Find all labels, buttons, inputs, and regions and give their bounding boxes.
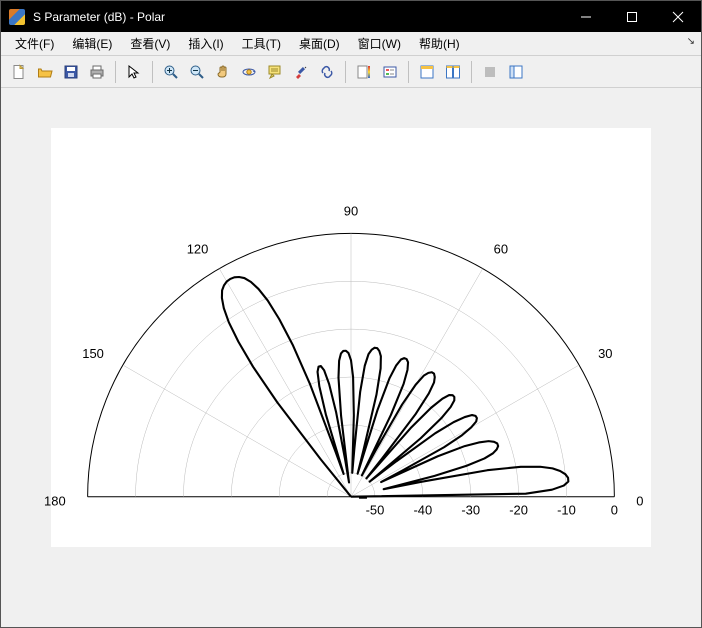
colorbar-button[interactable]	[352, 60, 376, 84]
svg-text:-30: -30	[461, 503, 480, 518]
menu-desktop[interactable]: 桌面(D)	[291, 33, 348, 54]
zoom-in-button[interactable]	[159, 60, 183, 84]
datatip-button[interactable]	[263, 60, 287, 84]
svg-text:-20: -20	[509, 503, 528, 518]
menu-tools[interactable]: 工具(T)	[234, 33, 289, 54]
toolbar	[1, 56, 701, 88]
toolbar-separator	[115, 61, 116, 83]
pan-button[interactable]	[211, 60, 235, 84]
svg-text:180: 180	[44, 494, 66, 509]
link-button[interactable]	[315, 60, 339, 84]
hide-tools-button[interactable]	[478, 60, 502, 84]
toolbar-separator	[152, 61, 153, 83]
svg-text:30: 30	[598, 346, 612, 361]
close-button[interactable]	[655, 1, 701, 32]
save-button[interactable]	[59, 60, 83, 84]
new-button[interactable]	[7, 60, 31, 84]
menu-edit[interactable]: 编辑(E)	[64, 33, 120, 54]
menubar: 文件(F) 编辑(E) 查看(V) 插入(I) 工具(T) 桌面(D) 窗口(W…	[1, 32, 701, 56]
pointer-button[interactable]	[122, 60, 146, 84]
open-button[interactable]	[33, 60, 57, 84]
polar-axes[interactable]: 0306090120150180-50-40-30-20-100	[51, 128, 651, 547]
svg-text:150: 150	[82, 346, 104, 361]
menu-view[interactable]: 查看(V)	[122, 33, 178, 54]
rotate3d-button[interactable]	[237, 60, 261, 84]
svg-text:-40: -40	[413, 503, 432, 518]
menu-help[interactable]: 帮助(H)	[411, 33, 468, 54]
toolbar-separator	[408, 61, 409, 83]
svg-text:90: 90	[344, 203, 358, 218]
minimize-button[interactable]	[563, 1, 609, 32]
svg-text:-10: -10	[557, 503, 576, 518]
menu-window[interactable]: 窗口(W)	[350, 33, 409, 54]
zoom-out-button[interactable]	[185, 60, 209, 84]
svg-text:120: 120	[187, 242, 209, 257]
figure-canvas: 0 30 60 90 120 150 180 -50 -40 -30 -20 -10 0	[1, 88, 701, 627]
app-icon	[9, 9, 25, 25]
svg-text:-50: -50	[366, 503, 385, 518]
toolbar-separator	[345, 61, 346, 83]
dock-arrow-icon[interactable]: ↘	[687, 36, 695, 47]
window-title: S Parameter (dB) - Polar	[33, 10, 563, 24]
layout-button[interactable]	[504, 60, 528, 84]
svg-text:0: 0	[636, 494, 643, 509]
toolbar-separator	[471, 61, 472, 83]
subplot-button[interactable]	[441, 60, 465, 84]
brush-button[interactable]	[289, 60, 313, 84]
svg-text:60: 60	[494, 242, 508, 257]
maximize-button[interactable]	[609, 1, 655, 32]
new-figure-button[interactable]	[415, 60, 439, 84]
legend-button[interactable]	[378, 60, 402, 84]
menu-file[interactable]: 文件(F)	[7, 33, 62, 54]
titlebar: S Parameter (dB) - Polar	[1, 1, 701, 32]
svg-text:0: 0	[611, 503, 618, 518]
print-button[interactable]	[85, 60, 109, 84]
menu-insert[interactable]: 插入(I)	[180, 33, 231, 54]
